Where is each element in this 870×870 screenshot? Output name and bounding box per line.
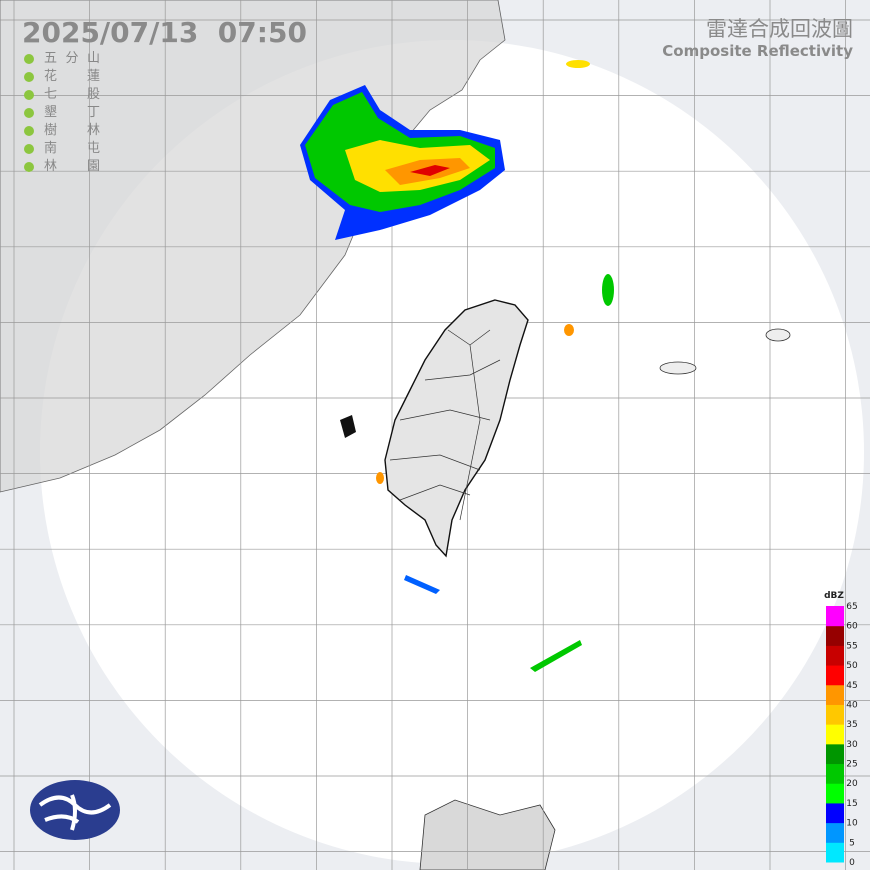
color-swatch (826, 625, 844, 646)
ryukyu-island (765, 328, 791, 342)
color-legend: 0 5 10 15 20 25 30 35 40 45 50 55 60 65 (826, 602, 858, 868)
station-dot (24, 90, 34, 100)
county-borders (389, 329, 501, 521)
color-swatch (826, 783, 844, 804)
legend-tick-label: 35 (846, 720, 857, 730)
legend-tick-label: 65 (846, 602, 857, 612)
legend-tick-label: 45 (846, 681, 857, 691)
color-swatch (826, 724, 844, 745)
station-name: 花蓮 (44, 69, 100, 84)
station-dot (24, 108, 34, 118)
station-name: 七股 (44, 87, 100, 102)
legend-tick-label: 30 (846, 740, 858, 750)
echo (602, 274, 614, 306)
color-swatch (826, 842, 844, 863)
legend-tick-label: 50 (846, 661, 858, 671)
station-name: 林園 (44, 159, 100, 174)
legend-tick-label: 55 (846, 641, 857, 651)
ryukyu-island (659, 361, 697, 375)
station-name: 墾丁 (44, 105, 100, 120)
color-swatch (826, 802, 844, 824)
legend-tick-label: 60 (846, 622, 858, 632)
station-name: 樹林 (44, 123, 100, 138)
legend-tick-label: 25 (846, 760, 857, 770)
color-swatch (826, 822, 844, 843)
station-dot (24, 54, 34, 64)
station-dot (24, 162, 34, 172)
legend-tick-label: 0 (849, 858, 855, 868)
color-swatch (826, 684, 844, 705)
echo (530, 640, 582, 672)
radar-echoes (300, 60, 614, 672)
station-name: 南屯 (44, 141, 100, 156)
color-swatch (826, 645, 844, 666)
title: 雷達合成回波圖 (706, 17, 853, 41)
echo (404, 575, 440, 594)
legend-unit: dBZ (824, 591, 844, 601)
station-dot (24, 126, 34, 136)
station-dot (24, 144, 34, 154)
legend-tick-label: 10 (846, 819, 858, 829)
station-dot (24, 72, 34, 82)
color-swatch (826, 763, 844, 784)
echo (566, 60, 590, 68)
timestamp: 2025/07/13 07:50 (22, 16, 307, 49)
echo (376, 472, 384, 484)
echo (564, 324, 574, 336)
color-swatch (826, 704, 844, 725)
penghu (340, 415, 356, 438)
color-swatch (826, 743, 844, 765)
station-name: 五分山 (44, 51, 100, 66)
legend-tick-label: 20 (846, 779, 858, 789)
subtitle: Composite Reflectivity (662, 42, 853, 60)
legend-tick-label: 40 (846, 700, 858, 710)
legend-tick-label: 5 (849, 838, 855, 848)
color-swatch (826, 606, 844, 627)
logo-swirl (38, 794, 112, 831)
color-swatch (826, 665, 844, 686)
legend-tick-label: 15 (846, 799, 857, 809)
luzon-coast (419, 799, 556, 870)
echo (410, 165, 450, 176)
